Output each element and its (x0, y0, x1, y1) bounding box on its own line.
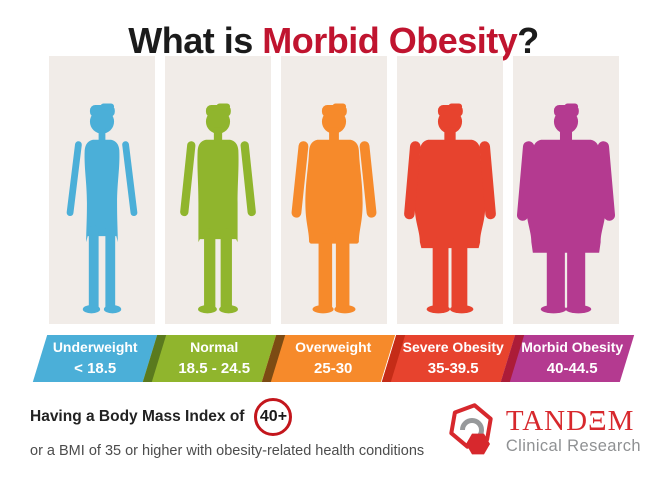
banner-normal: Normal 18.5 - 24.5 (142, 335, 277, 382)
bmi-definition-line2: or a BMI of 35 or higher with obesity-re… (30, 443, 425, 459)
banner-morbid-obesity: Morbid Obesity 40-44.5 (500, 335, 635, 382)
banner-underweight: Underweight < 18.5 (32, 335, 158, 382)
title-highlight: Morbid Obesity (262, 20, 518, 61)
banner-range: 40-44.5 (546, 359, 598, 377)
banner-label: Overweight (295, 339, 372, 356)
severe-obesity-male-silhouette (403, 103, 496, 314)
banner-label: Underweight (52, 339, 138, 356)
banner-label: Normal (189, 339, 239, 356)
banner-range: 18.5 - 24.5 (178, 359, 250, 377)
banner-range: 25-30 (314, 359, 353, 377)
tandem-logo-tagline: Clinical Research (505, 437, 641, 455)
title-prefix: What is (128, 20, 263, 61)
tandem-logo-name: TANDΞM (505, 405, 635, 437)
figure-panels-row (48, 56, 619, 324)
figure-panel-normal (164, 56, 271, 324)
banner-label: Morbid Obesity (521, 339, 624, 356)
figure-panel-underweight (48, 56, 155, 324)
footer: Having a Body Mass Index of 40+ or a BMI… (0, 398, 667, 461)
banner-text-morbid-obesity: Morbid Obesity 40-44.5 (517, 335, 627, 382)
figure-panel-morbid-obesity (512, 56, 619, 324)
bmi-banner-row: Underweight < 18.5 Normal 18.5 - 24.5 Ov… (32, 335, 635, 382)
overweight-male-silhouette (291, 103, 376, 314)
banner-range: < 18.5 (73, 359, 116, 377)
banner-severe-obesity: Severe Obesity 35-39.5 (381, 335, 516, 382)
bmi-definition: Having a Body Mass Index of 40+ or a BMI… (30, 398, 424, 459)
tandem-logo: TANDΞM Clinical Research (444, 402, 641, 461)
page-title: What is Morbid Obesity? (0, 0, 667, 61)
bmi-definition-text: Having a Body Mass Index of (30, 408, 245, 425)
tandem-logo-icon (444, 402, 500, 461)
banner-label: Severe Obesity (402, 339, 504, 356)
underweight-male-silhouette (66, 103, 137, 314)
normal-male-silhouette (179, 103, 256, 314)
banner-range: 35-39.5 (427, 359, 479, 377)
banner-overweight: Overweight 25-30 (262, 335, 396, 382)
banner-text-overweight: Overweight 25-30 (278, 335, 388, 382)
morbid-obesity-male-silhouette (516, 103, 615, 314)
tandem-logo-text: TANDΞM Clinical Research (506, 407, 641, 456)
title-suffix: ? (517, 20, 539, 61)
figure-panel-overweight (280, 56, 387, 324)
figure-panel-severe-obesity (396, 56, 503, 324)
banner-text-severe-obesity: Severe Obesity 35-39.5 (398, 335, 508, 382)
bmi-40-badge: 40+ (254, 398, 293, 436)
banner-text-normal: Normal 18.5 - 24.5 (159, 335, 269, 382)
banner-text-underweight: Underweight < 18.5 (40, 335, 150, 382)
bmi-definition-line1: Having a Body Mass Index of 40+ (30, 398, 424, 436)
